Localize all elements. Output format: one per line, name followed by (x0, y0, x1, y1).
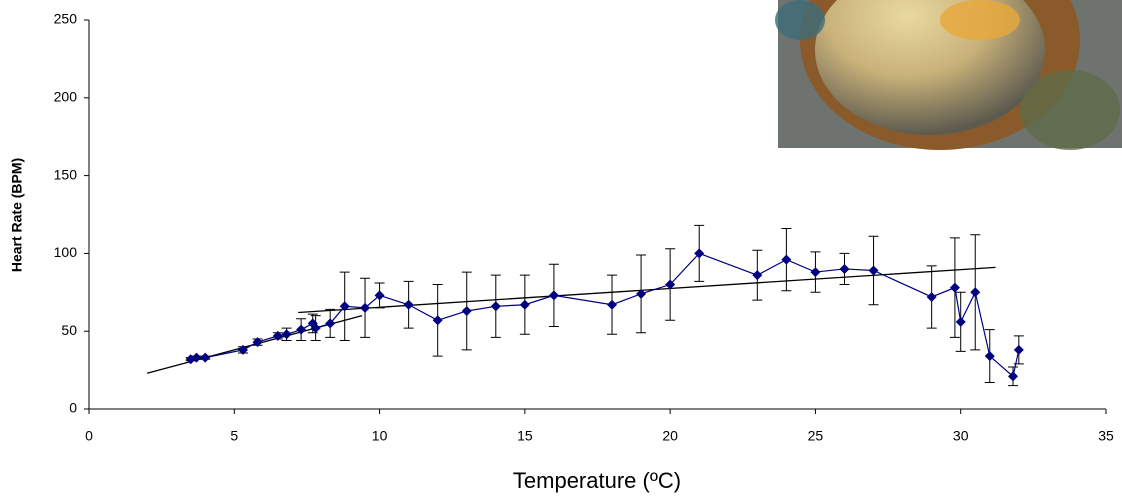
data-point (432, 315, 443, 326)
y-tick-label: 0 (69, 400, 77, 416)
data-point (360, 302, 371, 313)
x-axis-title: Temperature (ºC) (513, 468, 681, 493)
x-tick-label: 30 (953, 428, 969, 444)
data-point (339, 301, 350, 312)
x-tick-label: 20 (662, 428, 678, 444)
data-point (200, 352, 211, 363)
data-point (984, 351, 995, 362)
data-point (325, 318, 336, 329)
y-tick-label: 50 (61, 322, 77, 338)
y-tick-label: 250 (54, 11, 78, 27)
data-point (548, 290, 559, 301)
data-point (461, 305, 472, 316)
y-tick-label: 100 (54, 244, 78, 260)
x-tick-label: 15 (517, 428, 533, 444)
y-axis-title: Heart Rate (BPM) (9, 158, 25, 272)
data-point (310, 323, 321, 334)
series-line (190, 252, 1020, 378)
data-point (1013, 344, 1024, 355)
data-point (694, 248, 705, 259)
data-point (926, 291, 937, 302)
x-tick-label: 10 (372, 428, 388, 444)
data-point (839, 263, 850, 274)
data-point (810, 267, 821, 278)
data-point (1008, 371, 1019, 382)
data-point (949, 282, 960, 293)
data-point (607, 299, 618, 310)
data-point (752, 270, 763, 281)
data-point (374, 290, 385, 301)
data-point (781, 254, 792, 265)
data-point (970, 287, 981, 298)
data-point (403, 299, 414, 310)
trend-line (298, 266, 996, 314)
data-point (955, 316, 966, 327)
inset-photo (775, 0, 1122, 150)
data-point (296, 324, 307, 335)
data-point (238, 344, 249, 355)
data-point (665, 279, 676, 290)
data-point (519, 299, 530, 310)
data-point (636, 288, 647, 299)
x-tick-label: 5 (230, 428, 238, 444)
data-point (490, 301, 501, 312)
data-point (252, 337, 263, 348)
data-point (868, 265, 879, 276)
data-point (191, 352, 202, 363)
data-point (281, 329, 292, 340)
x-tick-label: 35 (1098, 428, 1114, 444)
x-tick-label: 0 (85, 428, 93, 444)
x-tick-label: 25 (808, 428, 824, 444)
y-tick-label: 150 (54, 166, 78, 182)
data-point (272, 330, 283, 341)
y-tick-label: 200 (54, 89, 78, 105)
